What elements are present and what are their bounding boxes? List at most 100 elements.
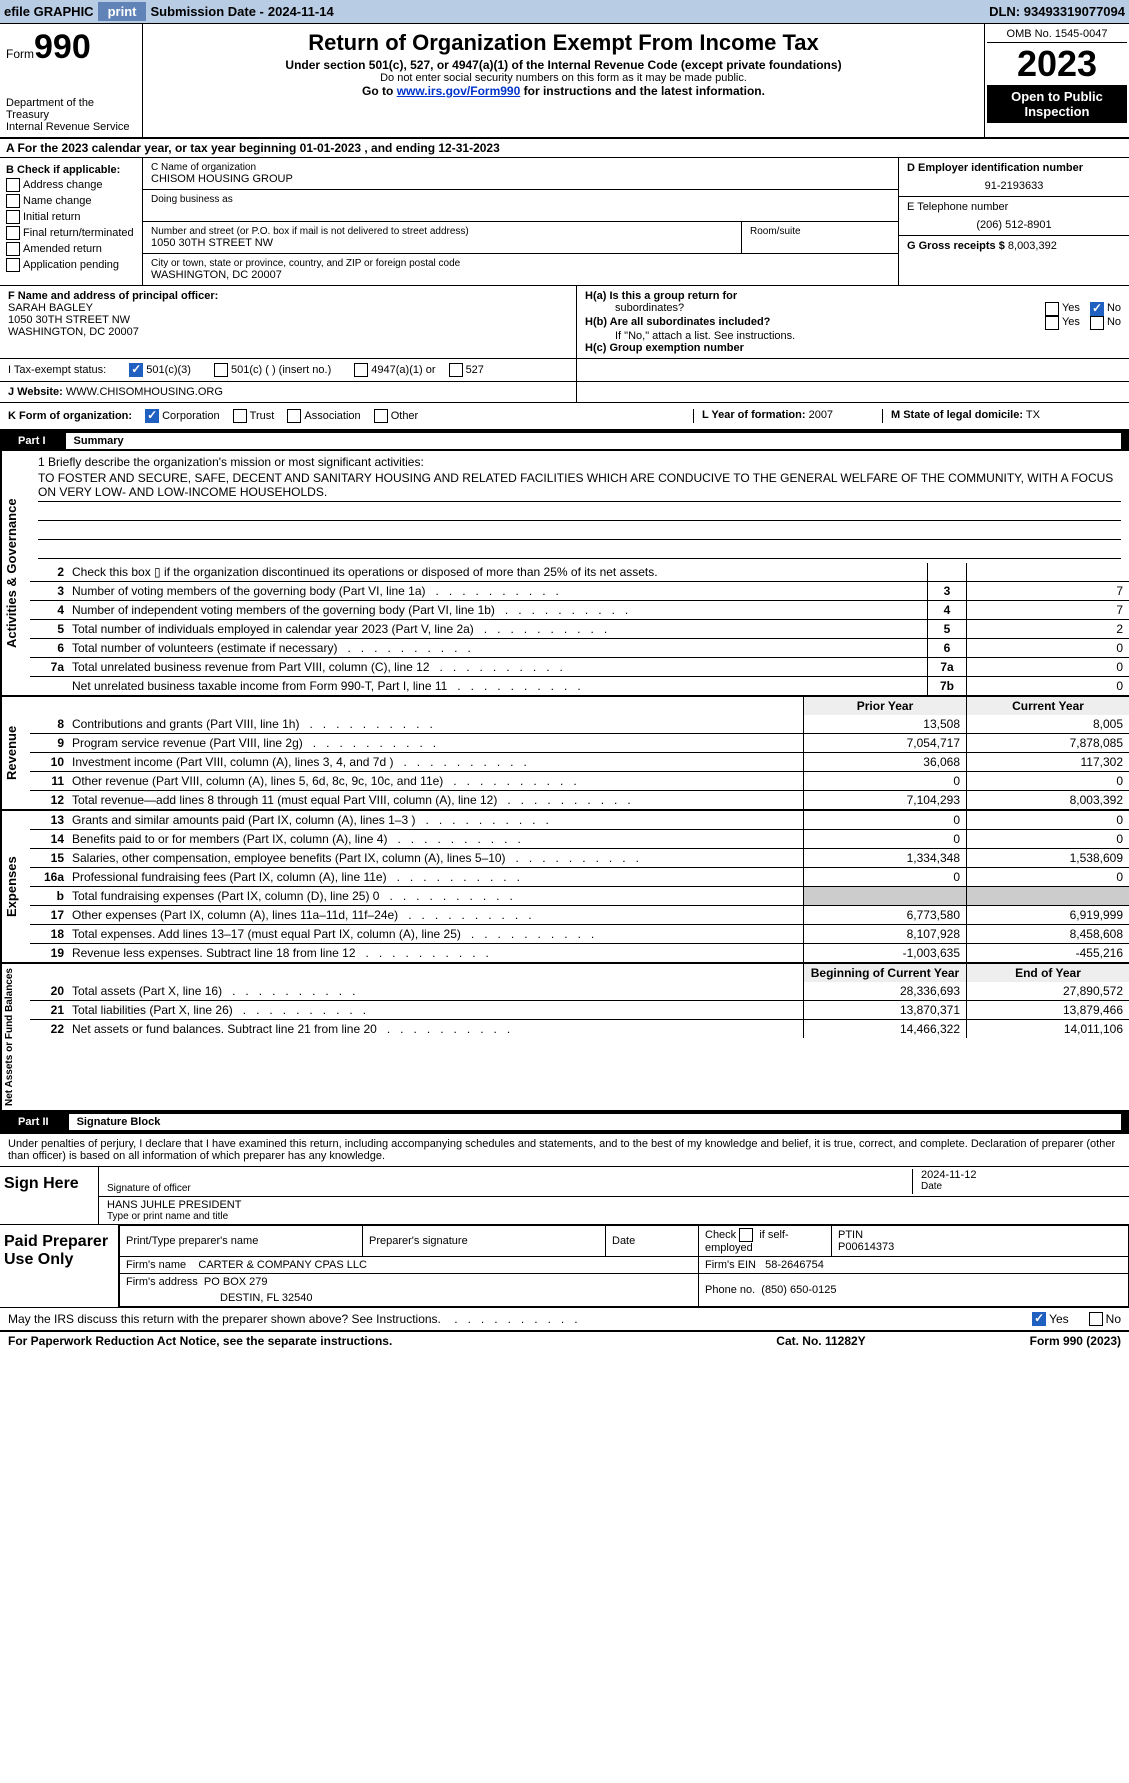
sign-body: Signature of officer 2024-11-12 Date HAN… <box>99 1167 1129 1224</box>
checkbox-icon[interactable] <box>1089 1312 1103 1326</box>
checkbox-icon[interactable] <box>6 242 20 256</box>
prep-sig-header: Preparer's signature <box>363 1226 606 1257</box>
declaration: Under penalties of perjury, I declare th… <box>0 1132 1129 1166</box>
prior-year-header: Prior Year <box>803 697 966 715</box>
omb-number: OMB No. 1545-0047 <box>987 26 1127 43</box>
checkbox-icon[interactable] <box>6 226 20 240</box>
firm-ein: 58-2646754 <box>765 1259 824 1271</box>
checkbox-icon[interactable] <box>145 409 159 423</box>
row-label: Professional fundraising fees (Part IX, … <box>68 868 803 886</box>
row-label: Check this box ▯ if the organization dis… <box>68 563 927 581</box>
curr-value: 6,919,999 <box>966 906 1129 924</box>
checkbox-icon[interactable] <box>354 363 368 377</box>
prep-date-header: Date <box>606 1226 699 1257</box>
gov-body: 1 Briefly describe the organization's mi… <box>30 451 1129 695</box>
row-value <box>966 563 1129 581</box>
row-num: 12 <box>30 791 68 809</box>
row-value: 7 <box>966 582 1129 600</box>
checkbox-icon[interactable] <box>287 409 301 423</box>
curr-value: 0 <box>966 868 1129 886</box>
dln: DLN: 93493319077094 <box>989 4 1125 19</box>
sig-label: Signature of officer <box>107 1183 912 1194</box>
prior-value: 36,068 <box>803 753 966 771</box>
name-label: Type or print name and title <box>107 1211 1121 1222</box>
prior-value: 6,773,580 <box>803 906 966 924</box>
checkbox-icon[interactable] <box>129 363 143 377</box>
row-value: 2 <box>966 620 1129 638</box>
chk-label: Amended return <box>23 243 102 255</box>
curr-value: 7,878,085 <box>966 734 1129 752</box>
checkbox-icon[interactable] <box>6 178 20 192</box>
chk-label: Application pending <box>23 259 119 271</box>
form-990: 990 <box>34 28 91 66</box>
opt-label: 501(c)(3) <box>146 364 191 376</box>
prior-value: -1,003,635 <box>803 944 966 962</box>
row-value: 0 <box>966 677 1129 695</box>
irs-link[interactable]: www.irs.gov/Form990 <box>397 84 521 98</box>
row-num: 18 <box>30 925 68 943</box>
row-num: 8 <box>30 715 68 733</box>
row-num: 14 <box>30 830 68 848</box>
part2-title: Signature Block <box>69 1114 1121 1130</box>
net-label: Net Assets or Fund Balances <box>0 964 30 1110</box>
checkbox-icon[interactable] <box>1090 302 1104 316</box>
rev-section: Revenue Prior Year Current Year 8 Contri… <box>0 697 1129 811</box>
table-row: b Total fundraising expenses (Part IX, c… <box>30 886 1129 905</box>
tax-year: 2023 <box>987 43 1127 85</box>
form-number: Form990 <box>6 28 136 67</box>
curr-value: 8,458,608 <box>966 925 1129 943</box>
row-label: Number of voting members of the governin… <box>68 582 927 600</box>
checkbox-icon[interactable] <box>739 1228 753 1242</box>
topbar: efile GRAPHIC print Submission Date - 20… <box>0 0 1129 24</box>
checkbox-icon[interactable] <box>214 363 228 377</box>
col-b: B Check if applicable: Address change Na… <box>0 158 143 285</box>
firm-addr: PO BOX 279 <box>204 1276 268 1288</box>
row-label: Benefits paid to or for members (Part IX… <box>68 830 803 848</box>
phone-value: (850) 650-0125 <box>761 1284 836 1296</box>
curr-year-header: Current Year <box>966 697 1129 715</box>
col-b-title: B Check if applicable: <box>6 164 136 176</box>
table-row: 19 Revenue less expenses. Subtract line … <box>30 943 1129 962</box>
checkbox-icon[interactable] <box>233 409 247 423</box>
prior-value: 14,466,322 <box>803 1020 966 1038</box>
checkbox-icon[interactable] <box>1090 316 1104 330</box>
table-row: 2 Check this box ▯ if the organization d… <box>30 563 1129 581</box>
table-row: 5 Total number of individuals employed i… <box>30 619 1129 638</box>
checkbox-icon[interactable] <box>1045 302 1059 316</box>
end-year-header: End of Year <box>966 964 1129 982</box>
opt-label: 4947(a)(1) or <box>371 364 435 376</box>
checkbox-icon[interactable] <box>6 210 20 224</box>
prior-value: 28,336,693 <box>803 982 966 1000</box>
curr-value <box>966 887 1129 905</box>
row-label: Total number of individuals employed in … <box>68 620 927 638</box>
disclose-label: May the IRS discuss this return with the… <box>8 1312 441 1326</box>
curr-value: 8,003,392 <box>966 791 1129 809</box>
row-num: 2 <box>30 563 68 581</box>
row-label: Total number of volunteers (estimate if … <box>68 639 927 657</box>
gov-label: Activities & Governance <box>0 451 30 695</box>
checkbox-icon[interactable] <box>6 194 20 208</box>
inspection-label: Open to Public Inspection <box>987 85 1127 123</box>
mission-row: 1 Briefly describe the organization's mi… <box>30 451 1129 563</box>
checkbox-item: Application pending <box>6 258 136 272</box>
checkbox-icon[interactable] <box>1032 1312 1046 1326</box>
row-num <box>30 677 68 695</box>
subdate-value: 2024-11-14 <box>268 4 334 19</box>
prior-value: 13,870,371 <box>803 1001 966 1019</box>
checkbox-icon[interactable] <box>449 363 463 377</box>
exp-label: Expenses <box>0 811 30 962</box>
checkbox-icon[interactable] <box>1045 316 1059 330</box>
checkbox-icon[interactable] <box>374 409 388 423</box>
chk-label: Final return/terminated <box>23 227 134 239</box>
footer-right: Form 990 (2023) <box>921 1334 1121 1348</box>
row-label: Net unrelated business taxable income fr… <box>68 677 927 695</box>
dba-value <box>151 205 890 217</box>
header-center: Return of Organization Exempt From Incom… <box>143 24 985 137</box>
checkbox-icon[interactable] <box>6 258 20 272</box>
officer-addr2: WASHINGTON, DC 20007 <box>8 326 568 338</box>
table-row: 6 Total number of volunteers (estimate i… <box>30 638 1129 657</box>
dba-cell: Doing business as <box>143 190 898 222</box>
print-button[interactable]: print <box>98 2 147 21</box>
row-num: 20 <box>30 982 68 1000</box>
footer-left: For Paperwork Reduction Act Notice, see … <box>8 1334 721 1348</box>
